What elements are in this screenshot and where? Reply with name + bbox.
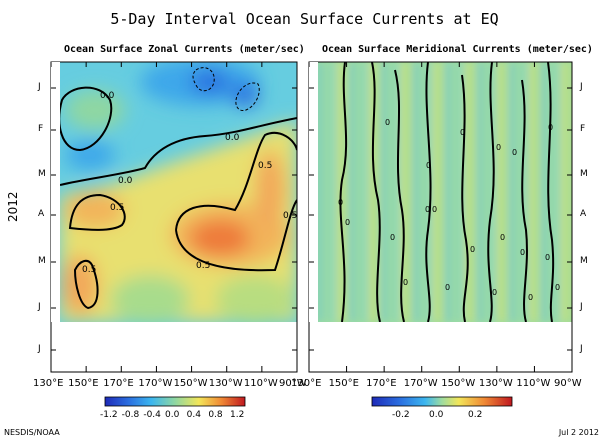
contour-label: 0 [425,205,430,214]
contour-label: 0 [512,148,517,157]
month-tick-label: M [38,169,46,179]
contour-label: 0 [528,293,533,302]
contour-label: 0 [496,143,501,152]
contour-label: 0.5 [110,203,124,213]
zonal-panel-title: Ocean Surface Zonal Currents (meter/sec) [64,44,305,55]
colorbar-tick-label: -0.2 [392,410,410,420]
longitude-tick-label: 110°W [516,378,551,389]
longitude-tick-label: 130°W [478,378,513,389]
contour-label: 0.5 [82,265,96,275]
date-label: Jul 2 2012 [558,428,599,437]
longitude-tick-label: 150°E [328,378,359,389]
credit-label: NESDIS/NOAA [4,428,60,437]
contour-label: 0 [385,118,390,127]
colorbar-tick-label: -1.2 [100,410,118,420]
contour-label: 0 [426,161,431,170]
zonal-field: 0.0 0.0 0.0 0.5 0.5 0.5 0.5 0.5 [60,62,297,322]
contour-label: 0 [460,128,465,137]
contour-label: 0.5 [196,261,210,271]
contour-label: 0 [520,248,525,257]
contour-label: 0 [548,123,553,132]
colorbar-tick-label: -0.8 [121,410,140,420]
longitude-tick-label: 150°W [173,378,208,389]
month-tick-label: A [580,209,587,219]
month-tick-label: J [580,302,583,312]
longitude-tick-label: 130°W [208,378,243,389]
month-tick-label: M [580,169,588,179]
contour-label: 0.5 [283,211,297,221]
longitude-tick-label: 130°E [33,378,64,389]
colorbar-tick-label: 0.8 [208,410,223,420]
month-tick-label: J [580,344,583,354]
colorbar-tick-label: 0.4 [186,410,201,420]
contour-label: 0.0 [225,133,240,143]
longitude-tick-label: 170°W [138,378,173,389]
contour-label: 0.5 [258,161,272,171]
contour-label: 0 [445,283,450,292]
contour-label: 0 [432,205,437,214]
meridional-colorbar [371,396,513,407]
longitude-tick-label: 170°E [103,378,134,389]
colorbar-tick-label: -0.4 [143,410,161,420]
longitude-tick-label: 90°W [554,378,582,389]
contour-label: 0 [390,233,395,242]
longitude-tick-label: 150°W [441,378,476,389]
longitude-tick-label: 110°W [243,378,278,389]
colorbar-tick-label: 0.2 [468,410,483,420]
contour-label: 0 [545,253,550,262]
longitude-tick-label: 150°E [68,378,99,389]
colorbar-tick-label: 0.0 [165,410,180,420]
month-tick-label: J [580,82,583,92]
month-tick-label: J [38,344,41,354]
colorbar-tick-label: 0.0 [429,410,444,420]
longitude-tick-label: 130°E [291,378,322,389]
month-tick-label: J [38,82,41,92]
contour-label: 0.0 [100,91,115,101]
month-tick-label: F [38,124,44,134]
contour-label: 0 [403,278,408,287]
contour-label: 0 [345,218,350,227]
contour-label: 0.0 [118,176,133,186]
month-tick-label: F [580,124,586,134]
month-tick-label: M [38,256,46,266]
contour-label: 0 [492,288,497,297]
month-tick-label: J [38,302,41,312]
longitude-tick-label: 170°W [403,378,438,389]
zonal-colorbar [104,396,246,407]
contour-label: 0 [555,283,560,292]
longitude-tick-label: 90°W [279,378,307,389]
colorbar-tick-label: 1.2 [230,410,245,420]
month-tick-label: M [580,256,588,266]
contour-label: 0 [338,198,343,207]
meridional-field: 0 0 0 0 0 0 0 0 0 0 0 0 0 0 0 0 0 0 0 0 [318,62,572,322]
month-tick-label: A [38,209,45,219]
longitude-tick-label: 170°E [366,378,397,389]
contour-label: 0 [470,245,475,254]
meridional-panel-title: Ocean Surface Meridional Currents (meter… [322,44,593,55]
contour-label: 0 [500,233,505,242]
chart-title: 5-Day Interval Ocean Surface Currents at… [110,10,499,28]
